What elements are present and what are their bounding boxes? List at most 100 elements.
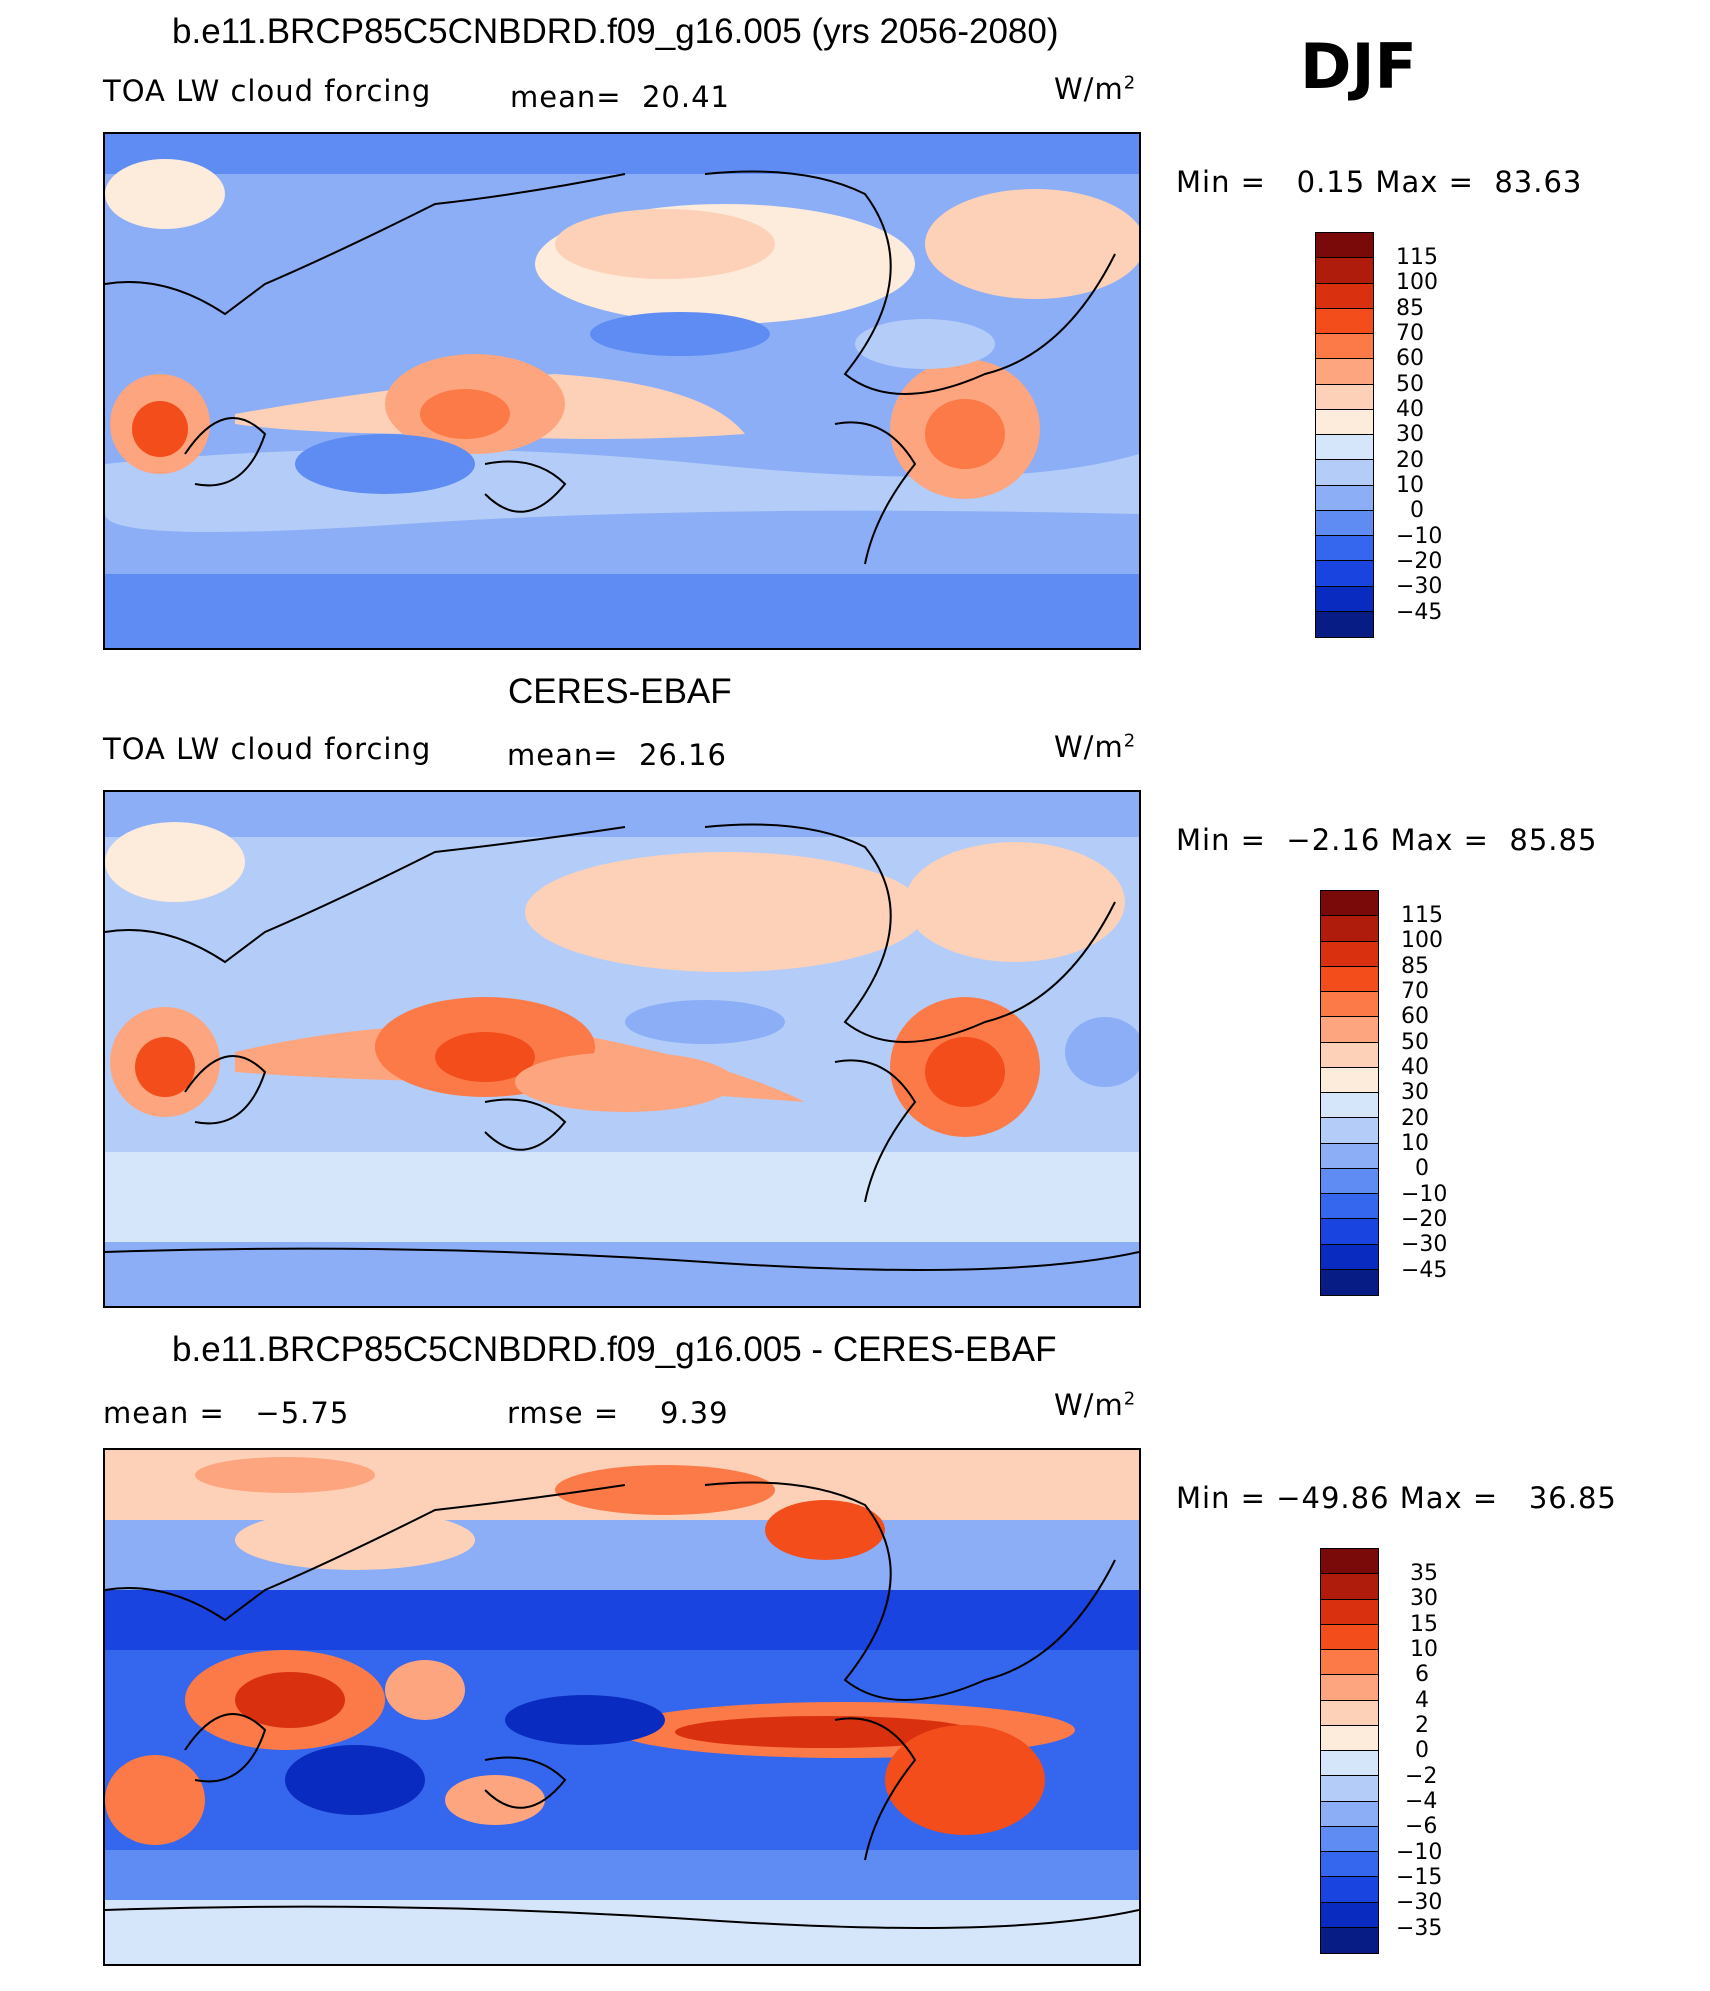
colorbar-swatch bbox=[1321, 1093, 1378, 1119]
colorbar-tick-label: −30 bbox=[1401, 1232, 1448, 1257]
colorbar-swatch bbox=[1316, 334, 1373, 360]
polar-band-north bbox=[105, 134, 1139, 174]
colorbar-swatch bbox=[1321, 1599, 1378, 1625]
atlantic-north bbox=[905, 842, 1125, 962]
polar-band-south bbox=[105, 574, 1139, 648]
southern-ocean-band bbox=[105, 1850, 1139, 1900]
panel2-variable-label: TOA LW cloud forcing bbox=[103, 732, 432, 766]
colorbar-swatch bbox=[1321, 1574, 1378, 1600]
colorbar-tick-label: −10 bbox=[1396, 524, 1443, 549]
colorbar-swatch bbox=[1321, 1725, 1378, 1751]
n-america-warm bbox=[765, 1500, 885, 1560]
colorbar-swatch bbox=[1316, 384, 1373, 410]
colorbar-swatch bbox=[1316, 485, 1373, 511]
panel2-mean-label: mean= 26.16 bbox=[507, 738, 727, 772]
colorbar-swatch bbox=[1316, 510, 1373, 536]
pacific-ne-high bbox=[525, 852, 925, 972]
colorbar-tick-label: 30 bbox=[1410, 1586, 1438, 1611]
colorbar-tick-label: 10 bbox=[1396, 473, 1424, 498]
colorbar-tick-label: −30 bbox=[1396, 1890, 1443, 1915]
panel3-units-label: W/m2 bbox=[1054, 1388, 1137, 1422]
colorbar-swatch bbox=[1321, 1650, 1378, 1676]
colorbar-tick-label: 4 bbox=[1415, 1688, 1429, 1713]
southern-ocean bbox=[105, 1152, 1139, 1242]
maritime-core bbox=[435, 1032, 535, 1082]
colorbar-swatch bbox=[1316, 435, 1373, 461]
colorbar-tick-label: 40 bbox=[1401, 1055, 1429, 1080]
panel3-map bbox=[103, 1448, 1141, 1966]
spcz bbox=[515, 1052, 735, 1112]
colorbar-tick-label: 60 bbox=[1401, 1004, 1429, 1029]
colorbar-swatch bbox=[1321, 1624, 1378, 1650]
panel3-colorbar bbox=[1320, 1548, 1379, 1954]
colorbar-swatch bbox=[1316, 308, 1373, 334]
east-pacific-low bbox=[625, 1000, 785, 1044]
panel3-minmax-label: Min = −49.86 Max = 36.85 bbox=[1176, 1481, 1617, 1515]
colorbar-tick-label: 0 bbox=[1415, 1156, 1429, 1181]
subtropics-north bbox=[105, 1590, 1139, 1650]
colorbar-swatch bbox=[1321, 941, 1378, 967]
colorbar-swatch bbox=[1321, 1776, 1378, 1802]
panel3-mean-label: mean = −5.75 bbox=[103, 1396, 350, 1430]
africa-core bbox=[135, 1037, 195, 1097]
colorbar-tick-label: 85 bbox=[1396, 296, 1424, 321]
colorbar-swatch bbox=[1321, 1118, 1378, 1144]
colorbar-tick-label: 30 bbox=[1396, 422, 1424, 447]
panel2-map bbox=[103, 790, 1141, 1308]
colorbar-tick-label: −45 bbox=[1396, 600, 1443, 625]
colorbar-swatch bbox=[1316, 258, 1373, 284]
colorbar-swatch bbox=[1321, 1549, 1378, 1575]
colorbar-tick-label: −10 bbox=[1396, 1840, 1443, 1865]
panel1-mean-label: mean= 20.41 bbox=[510, 80, 730, 114]
colorbar-tick-label: −30 bbox=[1396, 574, 1443, 599]
colorbar-swatch bbox=[1321, 1017, 1378, 1043]
panel3-rmse-label: rmse = 9.39 bbox=[507, 1396, 729, 1430]
colorbar-swatch bbox=[1321, 1244, 1378, 1270]
colorbar-swatch bbox=[1321, 1042, 1378, 1068]
africa-core bbox=[132, 401, 188, 457]
colorbar-swatch bbox=[1321, 1826, 1378, 1852]
coastline-sketch bbox=[105, 1481, 1139, 1929]
colorbar-swatch bbox=[1316, 409, 1373, 435]
colorbar-swatch bbox=[1321, 1219, 1378, 1245]
australia-warm bbox=[445, 1775, 545, 1825]
colorbar-tick-label: 115 bbox=[1401, 903, 1443, 928]
colorbar-tick-label: 70 bbox=[1401, 979, 1429, 1004]
colorbar-swatch bbox=[1321, 1067, 1378, 1093]
colorbar-swatch bbox=[1321, 1269, 1378, 1295]
colorbar-tick-label: 100 bbox=[1396, 270, 1438, 295]
colorbar-tick-label: 70 bbox=[1396, 321, 1424, 346]
colorbar-tick-label: −15 bbox=[1396, 1865, 1443, 1890]
colorbar-tick-label: 15 bbox=[1410, 1612, 1438, 1637]
colorbar-swatch bbox=[1321, 992, 1378, 1018]
colorbar-swatch bbox=[1321, 1168, 1378, 1194]
colorbar-tick-label: −45 bbox=[1401, 1258, 1448, 1283]
colorbar-tick-label: −6 bbox=[1405, 1814, 1438, 1839]
amazon-core bbox=[925, 1037, 1005, 1107]
panel2-colorbar bbox=[1320, 890, 1379, 1296]
colorbar-swatch bbox=[1316, 611, 1373, 637]
europe-blob bbox=[105, 159, 225, 229]
panel3-title: b.e11.BRCP85C5CNBDRD.f09_g16.005 - CERES… bbox=[172, 1330, 1057, 1369]
colorbar-tick-label: 6 bbox=[1415, 1662, 1429, 1687]
colorbar-swatch bbox=[1321, 1927, 1378, 1953]
coastline-sketch bbox=[105, 823, 1139, 1271]
panel1-colorbar bbox=[1315, 232, 1374, 638]
south-america-warm bbox=[885, 1725, 1045, 1835]
colorbar-swatch bbox=[1321, 1902, 1378, 1928]
colorbar-tick-label: 60 bbox=[1396, 346, 1424, 371]
polar-band-north bbox=[105, 792, 1139, 837]
colorbar-swatch bbox=[1316, 283, 1373, 309]
colorbar-tick-label: 35 bbox=[1410, 1561, 1438, 1586]
colorbar-tick-label: 115 bbox=[1396, 245, 1438, 270]
colorbar-tick-label: −20 bbox=[1396, 549, 1443, 574]
colorbar-tick-label: 20 bbox=[1401, 1106, 1429, 1131]
colorbar-tick-label: −10 bbox=[1401, 1182, 1448, 1207]
season-label: DJF bbox=[1300, 30, 1417, 103]
colorbar-tick-label: 2 bbox=[1415, 1713, 1429, 1738]
panel1-minmax-label: Min = 0.15 Max = 83.63 bbox=[1176, 165, 1583, 199]
atlantic-north bbox=[925, 189, 1139, 299]
colorbar-tick-label: 50 bbox=[1396, 372, 1424, 397]
colorbar-swatch bbox=[1321, 1751, 1378, 1777]
colorbar-tick-label: 10 bbox=[1410, 1637, 1438, 1662]
